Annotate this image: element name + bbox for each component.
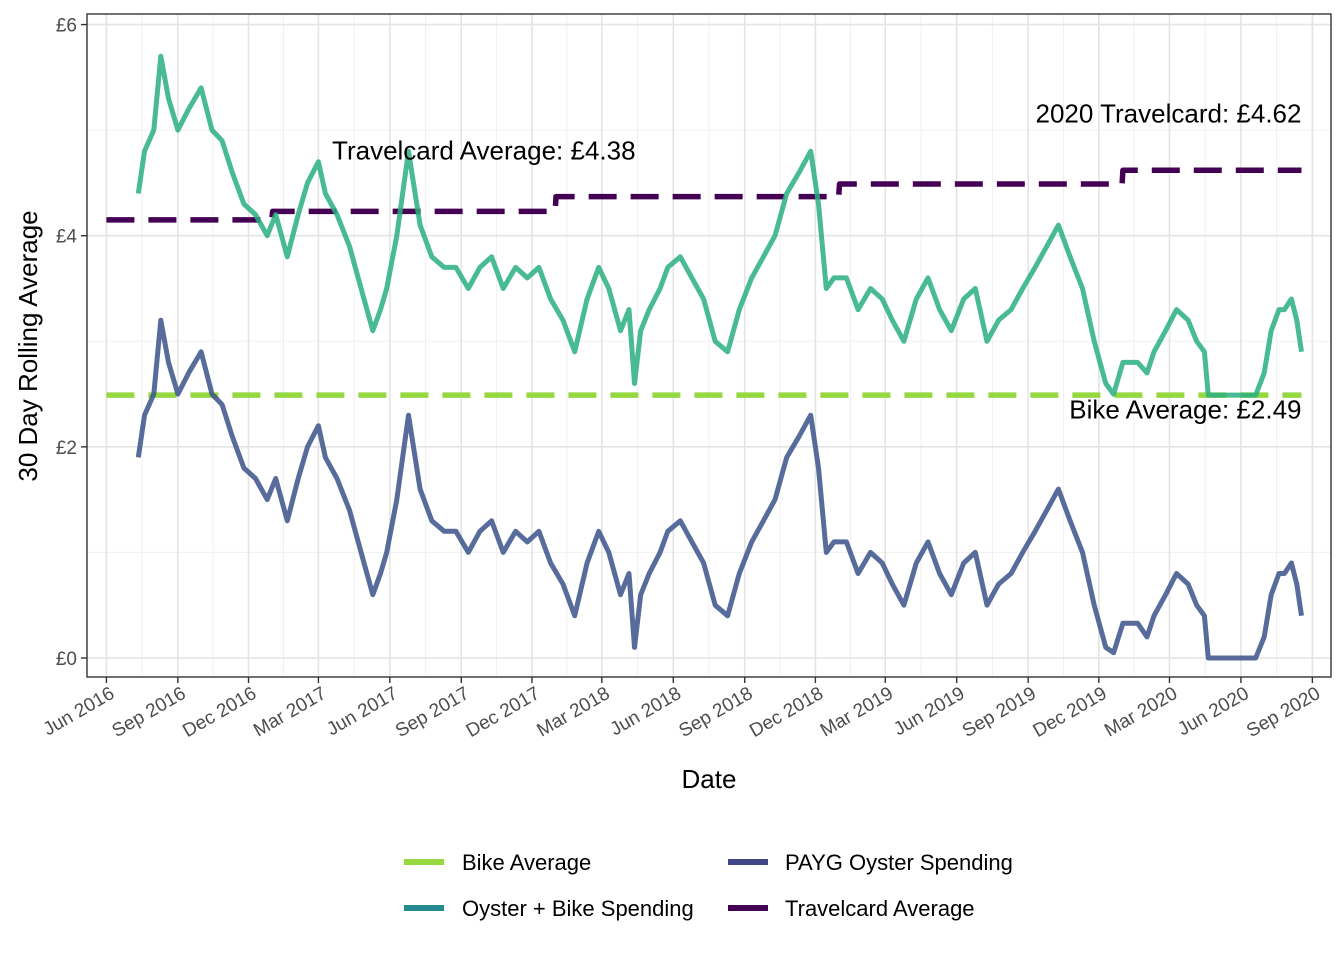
x-tick-label: Dec 2019 [1030, 683, 1111, 742]
series-line-oyster-bike-spending [135, 53, 1304, 398]
annotation-bike-average-2-49: Bike Average: £2.49 [1069, 394, 1301, 424]
series-layer [106, 53, 1304, 661]
annotation-travelcard-average-4-38: Travelcard Average: £4.38 [332, 136, 636, 166]
legend: Bike Average PAYG Oyster Spending Oyster… [404, 850, 1013, 921]
series-line-payg-oyster-spending [135, 317, 1304, 661]
x-tick-label: Mar 2017 [250, 683, 330, 741]
x-tick-label: Sep 2017 [392, 683, 473, 742]
x-tick-label: Mar 2020 [1101, 683, 1181, 741]
x-tick-label: Sep 2016 [109, 683, 190, 742]
x-tick-label: Sep 2020 [1243, 683, 1324, 742]
y-axis-title: 30 Day Rolling Average [13, 210, 43, 481]
x-tick-label: Jun 2016 [40, 683, 118, 740]
y-tick-label: £0 [56, 649, 77, 670]
x-tick-label: Jun 2018 [607, 683, 685, 740]
legend-label-oyster-bike-spending: Oyster + Bike Spending [462, 896, 694, 921]
y-tick-label: £4 [56, 227, 78, 248]
x-tick-label: Mar 2018 [534, 683, 614, 741]
legend-label-travelcard-average: Travelcard Average [785, 896, 975, 921]
x-tick-label: Jun 2020 [1174, 683, 1252, 740]
legend-label-payg-oyster-spending: PAYG Oyster Spending [785, 850, 1013, 875]
x-axis-title: Date [682, 764, 737, 794]
annotation-layer: Travelcard Average: £4.38 2020 Travelcard… [332, 99, 1301, 425]
y-axis: £0 £2 £4 £6 [56, 16, 87, 670]
x-tick-label: Dec 2017 [463, 683, 544, 742]
y-tick-label: £6 [56, 16, 77, 37]
x-tick-label: Dec 2016 [179, 683, 260, 742]
x-tick-label: Sep 2019 [959, 683, 1040, 742]
legend-label-bike-average: Bike Average [462, 850, 591, 875]
x-tick-label: Jun 2017 [323, 683, 401, 740]
x-tick-label: Dec 2018 [746, 683, 827, 742]
x-tick-label: Mar 2019 [817, 683, 897, 741]
series-line-travelcard-average [106, 167, 1302, 223]
plot-border [86, 13, 1332, 678]
y-tick-label: £2 [56, 438, 77, 459]
x-tick-label: Sep 2018 [675, 683, 756, 742]
x-tick-label: Jun 2019 [890, 683, 968, 740]
annotation-2020-travelcard-4-62: 2020 Travelcard: £4.62 [1036, 99, 1302, 129]
